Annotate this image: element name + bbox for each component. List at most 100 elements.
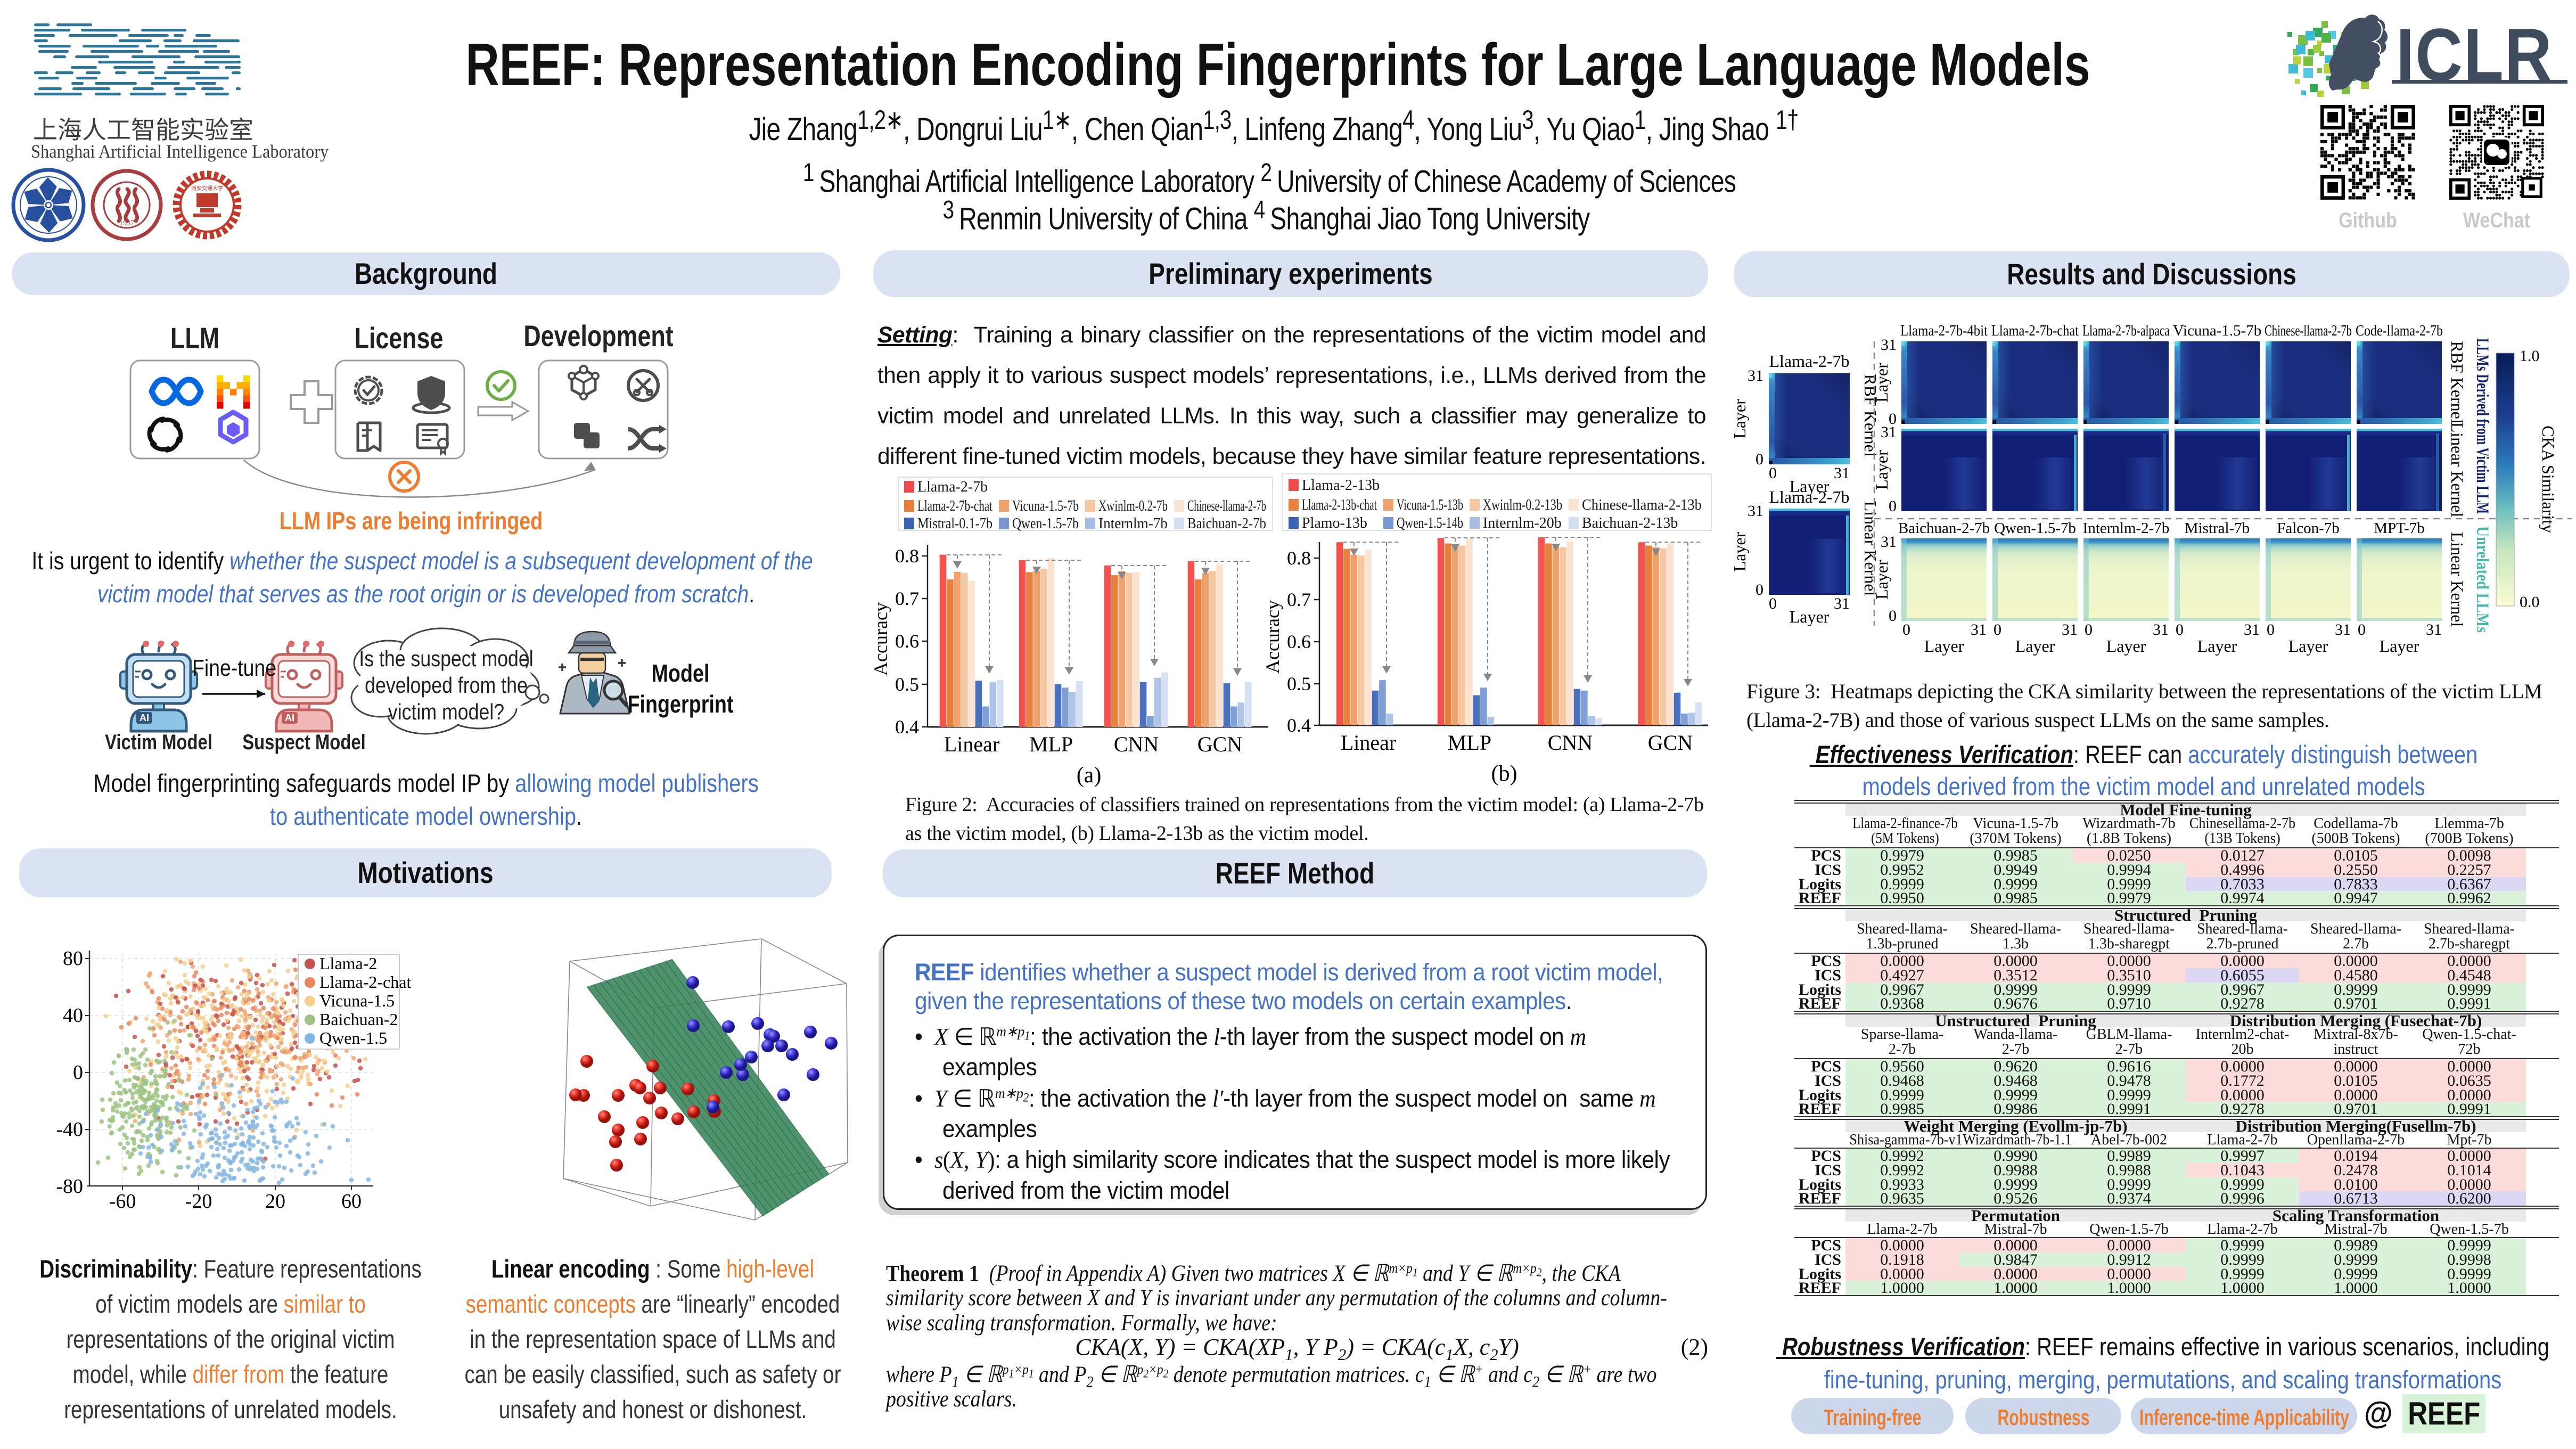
svg-text:31: 31	[1881, 336, 1897, 354]
svg-text:0.5: 0.5	[1287, 673, 1311, 694]
svg-text:Code-llama-2-7b: Code-llama-2-7b	[2356, 322, 2443, 339]
svg-text:Llama-2-7b: Llama-2-7b	[1769, 351, 1849, 371]
svg-text:60: 60	[341, 1190, 362, 1213]
svg-text:0: 0	[73, 1061, 83, 1084]
svg-text:Llama-2-7b-alpaca: Llama-2-7b-alpaca	[2082, 322, 2170, 339]
svg-text:Layer: Layer	[1730, 531, 1749, 571]
svg-text:Layer: Layer	[2015, 636, 2055, 656]
svg-text:Linear: Linear	[944, 732, 999, 756]
svg-text:Layer: Layer	[1872, 450, 1891, 490]
svg-text:Baichuan-2-7b: Baichuan-2-7b	[1187, 515, 1266, 532]
svg-text:Llama-2-7b-chat: Llama-2-7b-chat	[917, 498, 992, 514]
svg-text:Layer: Layer	[1924, 636, 1964, 656]
svg-text:0: 0	[1769, 464, 1777, 482]
svg-text:Vicuna-1.5-7b: Vicuna-1.5-7b	[2173, 322, 2262, 339]
svg-text:Layer: Layer	[1790, 607, 1830, 626]
svg-text:0: 0	[1889, 497, 1897, 515]
svg-text:MLP: MLP	[1029, 732, 1073, 756]
svg-text:-20: -20	[185, 1190, 212, 1213]
svg-text:MLP: MLP	[1448, 731, 1491, 755]
svg-text:AI: AI	[140, 713, 149, 723]
svg-text:0.4: 0.4	[1287, 715, 1311, 736]
svg-text:Layer: Layer	[2106, 636, 2146, 656]
svg-text:Vicuna-1.5-13b: Vicuna-1.5-13b	[1397, 497, 1463, 513]
svg-text:Qwen-1.5-14b: Qwen-1.5-14b	[1397, 515, 1463, 531]
svg-text:Internlm-2-7b: Internlm-2-7b	[2083, 520, 2170, 537]
svg-text:0: 0	[1755, 581, 1763, 599]
svg-text:Falcon-7b: Falcon-7b	[2277, 520, 2340, 537]
svg-text:AI: AI	[285, 713, 294, 723]
svg-text:0: 0	[1889, 410, 1897, 428]
svg-text:Layer: Layer	[1730, 399, 1749, 439]
svg-text:Qwen-1.5: Qwen-1.5	[319, 1028, 387, 1047]
svg-text:Accuracy: Accuracy	[870, 602, 891, 676]
svg-text:Llama-2-7b-4bit: Llama-2-7b-4bit	[1900, 322, 1988, 339]
svg-text:Linear Kernel: Linear Kernel	[2448, 532, 2467, 627]
svg-text:Llama-2-7b: Llama-2-7b	[917, 479, 988, 495]
svg-text:0.8: 0.8	[895, 545, 919, 567]
svg-text:Llama-2-7b: Llama-2-7b	[1769, 487, 1849, 506]
svg-text:CNN: CNN	[1114, 732, 1159, 756]
svg-text:31: 31	[2244, 621, 2260, 638]
svg-text:CKA Similarity: CKA Similarity	[2539, 425, 2558, 533]
svg-text:Internlm-7b: Internlm-7b	[1098, 515, 1168, 532]
svg-text:RBF Kernel: RBF Kernel	[2448, 341, 2467, 424]
svg-text:Layer: Layer	[2197, 636, 2237, 656]
svg-text:GCN: GCN	[1197, 732, 1242, 756]
svg-text:0.6: 0.6	[1287, 631, 1311, 652]
svg-text:Unrelated LLMs: Unrelated LLMs	[2473, 526, 2492, 633]
svg-text:Qwen-1.5-7b: Qwen-1.5-7b	[1012, 515, 1079, 532]
svg-text:31: 31	[1748, 502, 1763, 520]
svg-text:MPT-7b: MPT-7b	[2374, 520, 2425, 537]
svg-text:0: 0	[1993, 621, 2001, 638]
svg-text:Baichuan-2-13b: Baichuan-2-13b	[1582, 515, 1678, 531]
svg-text:Linear Kernel: Linear Kernel	[1861, 501, 1880, 596]
svg-text:RBF Kernel: RBF Kernel	[1861, 374, 1880, 457]
svg-text:80: 80	[63, 947, 83, 970]
svg-text:31: 31	[2335, 621, 2351, 638]
svg-text:31: 31	[2062, 621, 2078, 638]
svg-text:(a): (a)	[1077, 763, 1102, 788]
svg-text:西安交通大学: 西安交通大学	[191, 185, 223, 192]
svg-text:Vicuna-1.5: Vicuna-1.5	[319, 991, 395, 1010]
svg-text:Accuracy: Accuracy	[1262, 600, 1283, 674]
svg-text:LLMs Derived from Victim LLM: LLMs Derived from Victim LLM	[2473, 338, 2492, 514]
svg-text:0.0: 0.0	[2520, 593, 2540, 611]
svg-text:Qwen-1.5-7b: Qwen-1.5-7b	[1994, 520, 2076, 537]
svg-text:Chinese-llama-2-7b: Chinese-llama-2-7b	[2265, 322, 2352, 339]
svg-text:Mistral-7b: Mistral-7b	[2185, 520, 2250, 537]
svg-text:0: 0	[2176, 621, 2184, 638]
svg-text:1937: 1937	[119, 219, 134, 227]
svg-text:0: 0	[2085, 621, 2093, 638]
svg-text:Chinese-llama-2-7b: Chinese-llama-2-7b	[1187, 498, 1266, 514]
svg-text:Linear: Linear	[1341, 731, 1396, 755]
svg-text:Llama-2-13b-chat: Llama-2-13b-chat	[1302, 497, 1377, 513]
svg-text:0.4: 0.4	[895, 716, 919, 738]
svg-text:Baichuan-2: Baichuan-2	[319, 1010, 398, 1029]
svg-text:31: 31	[1971, 621, 1987, 638]
svg-text:Plamo-13b: Plamo-13b	[1302, 515, 1367, 531]
svg-text:Xwinlm-0.2-7b: Xwinlm-0.2-7b	[1098, 498, 1168, 514]
svg-text:0.7: 0.7	[895, 588, 919, 609]
svg-text:0.5: 0.5	[895, 674, 919, 695]
svg-text:20: 20	[265, 1190, 285, 1213]
svg-text:0.6: 0.6	[895, 631, 919, 652]
svg-text:-60: -60	[109, 1190, 136, 1213]
svg-text:0.8: 0.8	[1287, 547, 1311, 569]
svg-text:Baichuan-2-7b: Baichuan-2-7b	[1898, 520, 1990, 537]
svg-text:0: 0	[2358, 621, 2366, 638]
svg-text:31: 31	[1834, 595, 1850, 612]
svg-text:Llama-2-13b: Llama-2-13b	[1302, 477, 1380, 494]
svg-text:(b): (b)	[1491, 762, 1517, 786]
svg-text:0.7: 0.7	[1287, 589, 1311, 610]
svg-text:-80: -80	[56, 1175, 83, 1198]
svg-text:40: 40	[63, 1004, 83, 1027]
svg-text:Layer: Layer	[1872, 560, 1891, 600]
svg-text:CNN: CNN	[1548, 731, 1593, 755]
svg-text:Llama-2: Llama-2	[319, 954, 377, 973]
svg-text:0: 0	[1902, 621, 1910, 638]
svg-text:Layer: Layer	[2380, 636, 2419, 656]
svg-text:Mistral-0.1-7b: Mistral-0.1-7b	[917, 515, 992, 532]
svg-text:Llama-2-7b-chat: Llama-2-7b-chat	[1991, 322, 2079, 339]
svg-text:Layer: Layer	[1790, 477, 1830, 496]
